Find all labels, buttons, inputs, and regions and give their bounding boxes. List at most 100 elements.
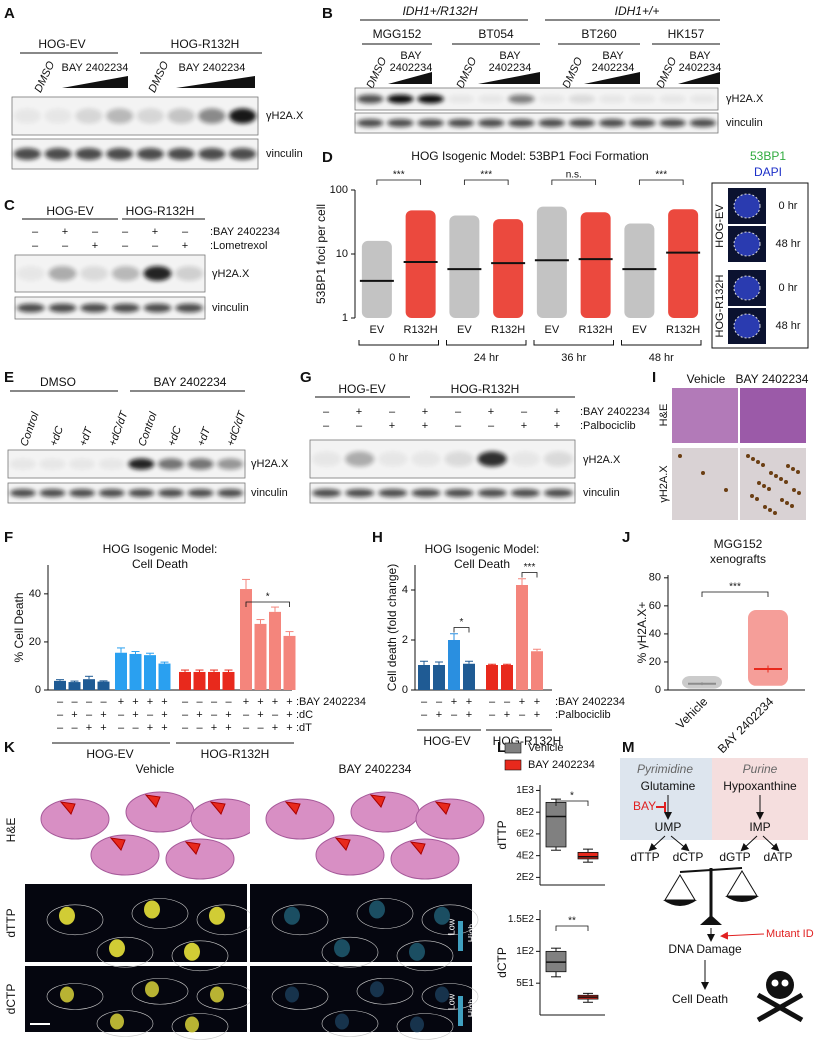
- label: +: [257, 709, 263, 721]
- stain-dot: [774, 474, 778, 478]
- scale-base: [700, 915, 722, 925]
- band: [75, 108, 103, 124]
- band: [136, 108, 164, 124]
- label: +: [389, 420, 395, 432]
- tissue-panel: [25, 884, 247, 962]
- bar: [448, 640, 460, 690]
- band: [187, 489, 214, 497]
- label: H&E: [4, 818, 18, 843]
- label: –: [225, 696, 232, 708]
- arrow: [434, 801, 451, 815]
- label: H&E: [658, 404, 670, 427]
- bar: [68, 682, 81, 690]
- significance-label: ***: [393, 170, 405, 181]
- signal: [209, 906, 225, 925]
- stain-dot: [678, 454, 682, 458]
- scale: [679, 867, 743, 873]
- signal: [370, 981, 384, 998]
- stain-dot: [750, 494, 754, 498]
- label: –: [455, 420, 462, 432]
- stain-dot: [724, 488, 728, 492]
- band: [477, 451, 507, 467]
- band: [136, 148, 164, 160]
- label: :BAY 2402234: [210, 226, 280, 238]
- label: –: [196, 722, 203, 734]
- signal: [409, 942, 425, 961]
- label: –: [489, 696, 496, 708]
- pathway-box: [620, 758, 712, 840]
- label: γH2A.X: [212, 268, 250, 280]
- label: +: [161, 696, 167, 708]
- label: DMSO: [654, 55, 679, 90]
- x-tick-label: Vehicle: [673, 694, 710, 731]
- label: 36 hr: [561, 352, 586, 364]
- arrow: [284, 801, 301, 815]
- skull-eye: [781, 979, 789, 987]
- significance-label: ***: [729, 582, 741, 593]
- label: BAY: [400, 50, 422, 62]
- label: γH2A.X: [251, 458, 289, 470]
- label: +: [554, 406, 560, 418]
- band: [538, 119, 565, 127]
- label: –: [519, 709, 526, 721]
- label: +: [147, 722, 153, 734]
- label: MGG152: [714, 537, 763, 551]
- label: Mutant IDH: [766, 928, 814, 940]
- band: [689, 94, 717, 104]
- distribution: [580, 212, 611, 318]
- panel-label: L: [497, 739, 506, 756]
- panel-label: G: [300, 369, 312, 386]
- label: –: [182, 226, 189, 238]
- label: BAY 2402234: [154, 375, 227, 389]
- brain-slice: [396, 1013, 454, 1040]
- bar: [240, 589, 252, 690]
- brain-slice: [396, 940, 454, 972]
- x-tick-label: R132H: [666, 324, 700, 336]
- label: –: [122, 240, 129, 252]
- band: [98, 458, 125, 470]
- band: [356, 119, 384, 127]
- brain-slice: [90, 834, 160, 876]
- label: BAY 2402234: [179, 62, 246, 74]
- band: [175, 266, 204, 281]
- band: [13, 148, 41, 160]
- label: –: [211, 709, 218, 721]
- label: +: [132, 709, 138, 721]
- stain-dot: [779, 477, 783, 481]
- label: –: [118, 709, 125, 721]
- band: [111, 266, 140, 281]
- y-tick-label: 6E2: [516, 829, 534, 840]
- y-tick-label: 0: [35, 684, 41, 696]
- label: High: [466, 924, 476, 943]
- label: Glutamine: [641, 779, 696, 793]
- label: BT260: [581, 27, 617, 41]
- label: –: [57, 696, 64, 708]
- label: –: [71, 696, 78, 708]
- label: dTTP: [4, 908, 18, 937]
- label: 2402234: [592, 62, 635, 74]
- panel-label: M: [622, 739, 635, 756]
- label: –: [182, 709, 189, 721]
- label: γH2A.X: [266, 110, 304, 122]
- stain-dot: [784, 480, 788, 484]
- label: +: [519, 696, 525, 708]
- arrow: [740, 835, 758, 852]
- band: [48, 303, 77, 313]
- band: [44, 108, 72, 124]
- label: –: [356, 420, 363, 432]
- band: [39, 489, 66, 497]
- label: dTTP: [495, 820, 509, 849]
- label: –: [389, 406, 396, 418]
- signal: [285, 986, 299, 1003]
- label: vinculin: [583, 487, 620, 499]
- label: HOG Isogenic Model: 53BP1 Foci Formation: [411, 149, 648, 163]
- x-tick-label: EV: [545, 324, 560, 336]
- band: [417, 119, 444, 127]
- label: HOG-EV: [423, 734, 470, 748]
- label: :BAY 2402234: [555, 696, 625, 708]
- signal: [410, 1016, 424, 1033]
- band: [229, 108, 257, 124]
- y-tick-label: 4E2: [516, 850, 534, 861]
- brain-slice: [271, 983, 329, 1010]
